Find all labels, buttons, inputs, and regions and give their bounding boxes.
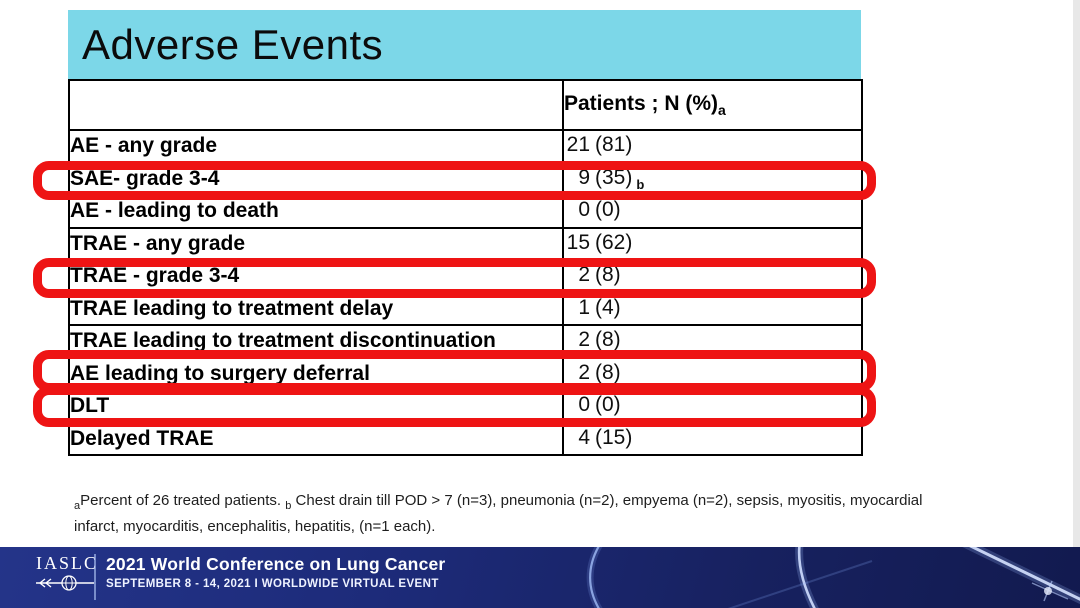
row-label: SAE- grade 3-4: [68, 161, 564, 196]
event-info: 2021 World Conference on Lung Cancer SEP…: [106, 554, 445, 590]
table-row: AE - leading to death 0 (0): [68, 194, 863, 229]
row-value: 2 (8): [562, 356, 863, 391]
value-n: 2: [578, 360, 590, 384]
value-pct: (81): [595, 133, 633, 157]
row-label: TRAE leading to treatment delay: [68, 291, 564, 326]
table-row: Delayed TRAE 4 (15): [68, 421, 863, 456]
row-label: TRAE leading to treatment discontinuatio…: [68, 324, 564, 359]
footnote-text-a: Percent of 26 treated patients.: [80, 492, 286, 509]
value-pct: (8): [595, 263, 621, 287]
row-value: 9 (35) b: [562, 161, 863, 196]
row-value: 0 (0): [562, 194, 863, 229]
table-row: TRAE - grade 3-4 2 (8): [68, 259, 863, 294]
row-value: 1 (4): [562, 291, 863, 326]
value-n: 15: [566, 230, 590, 254]
header-empty-cell: [68, 79, 564, 131]
value-n: 0: [578, 198, 590, 222]
adverse-events-table: Patients ; N (%)a AE - any grade 21 (81) …: [68, 79, 863, 456]
value-pct: (8): [595, 360, 621, 384]
value-note: b: [636, 176, 645, 192]
value-n: 21: [566, 133, 590, 157]
row-value: 0 (0): [562, 389, 863, 424]
iaslc-logo: IASLC: [36, 554, 98, 592]
table-row: TRAE leading to treatment discontinuatio…: [68, 324, 863, 359]
iaslc-emblem-icon: [36, 575, 94, 591]
footnote-text-b: Chest drain till POD > 7 (n=3), pneumoni…: [74, 492, 923, 536]
value-pct: (35): [595, 165, 633, 189]
value-pct: (8): [595, 328, 621, 352]
row-label: DLT: [68, 389, 564, 424]
table-row: AE - any grade 21 (81): [68, 129, 863, 164]
slide-title-bar: Adverse Events: [68, 10, 861, 79]
value-pct: (62): [595, 230, 633, 254]
footnote-marker-b: b: [285, 500, 292, 512]
scrollbar[interactable]: [1073, 0, 1080, 547]
value-pct: (4): [595, 295, 621, 319]
event-subtitle: SEPTEMBER 8 - 14, 2021 I WORLDWIDE VIRTU…: [106, 578, 439, 591]
table-row: DLT 0 (0): [68, 389, 863, 424]
value-n: 1: [578, 295, 590, 319]
row-label: TRAE - grade 3-4: [68, 259, 564, 294]
value-n: 2: [578, 328, 590, 352]
row-value: 4 (15): [562, 421, 863, 456]
iaslc-logo-text: IASLC: [36, 553, 99, 573]
page-title: Adverse Events: [82, 20, 384, 68]
table-row: SAE- grade 3-4 9 (35) b: [68, 161, 863, 196]
event-title: 2021 World Conference on Lung Cancer: [106, 554, 446, 574]
row-value: 21 (81): [562, 129, 863, 164]
value-n: 9: [578, 165, 590, 189]
footer-divider: [94, 554, 96, 600]
value-pct: (15): [595, 425, 633, 449]
row-value: 2 (8): [562, 259, 863, 294]
row-label: AE - any grade: [68, 129, 564, 164]
value-n: 0: [578, 393, 590, 417]
header-patients-label: Patients ; N (%): [564, 91, 719, 115]
table-row: TRAE - any grade 15 (62): [68, 226, 863, 261]
row-label: AE - leading to death: [68, 194, 564, 229]
value-n: 2: [578, 263, 590, 287]
header-footnote-marker: a: [718, 102, 726, 119]
footnote-marker-a: a: [74, 500, 81, 512]
value-n: 4: [578, 425, 590, 449]
row-label: TRAE - any grade: [68, 226, 564, 261]
table-row: TRAE leading to treatment delay 1 (4): [68, 291, 863, 326]
conference-footer-bar: IASLC 2021 World Conference on Lung Canc…: [0, 547, 1080, 608]
row-value: 2 (8): [562, 324, 863, 359]
value-pct: (0): [595, 198, 621, 222]
table-row: AE leading to surgery deferral 2 (8): [68, 356, 863, 391]
row-label: AE leading to surgery deferral: [68, 356, 564, 391]
header-patients-cell: Patients ; N (%)a: [562, 79, 863, 131]
table-header-row: Patients ; N (%)a: [68, 79, 863, 131]
row-label: Delayed TRAE: [68, 421, 564, 456]
value-pct: (0): [595, 393, 621, 417]
row-value: 15 (62): [562, 226, 863, 261]
footnote: aPercent of 26 treated patients. b Chest…: [74, 489, 930, 538]
